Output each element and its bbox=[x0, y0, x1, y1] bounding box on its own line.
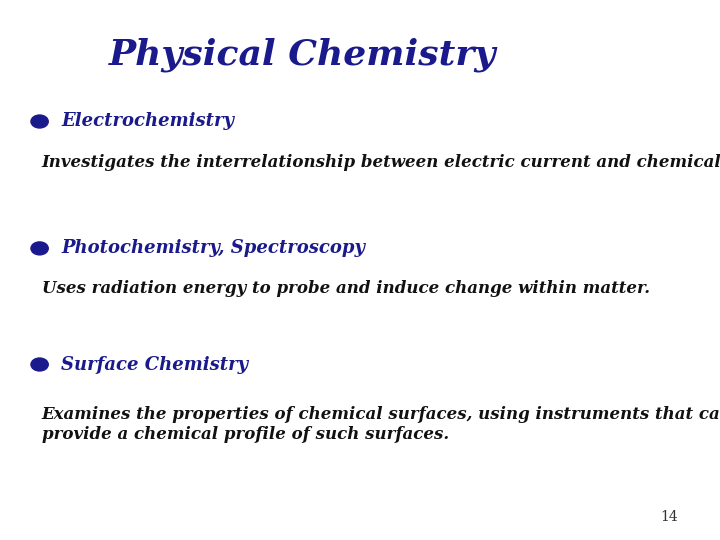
Circle shape bbox=[31, 358, 48, 371]
Text: Photochemistry, Spectroscopy: Photochemistry, Spectroscopy bbox=[61, 239, 365, 258]
Circle shape bbox=[31, 115, 48, 128]
Text: Electrochemistry: Electrochemistry bbox=[61, 112, 234, 131]
Text: Examines the properties of chemical surfaces, using instruments that can
provide: Examines the properties of chemical surf… bbox=[42, 406, 720, 443]
Text: Physical Chemistry: Physical Chemistry bbox=[109, 38, 496, 72]
Text: Investigates the interrelationship between electric current and chemical change.: Investigates the interrelationship betwe… bbox=[42, 154, 720, 171]
Circle shape bbox=[31, 242, 48, 255]
Text: 14: 14 bbox=[661, 510, 678, 524]
Text: Surface Chemistry: Surface Chemistry bbox=[61, 355, 248, 374]
Text: Uses radiation energy to probe and induce change within matter.: Uses radiation energy to probe and induc… bbox=[42, 280, 649, 296]
